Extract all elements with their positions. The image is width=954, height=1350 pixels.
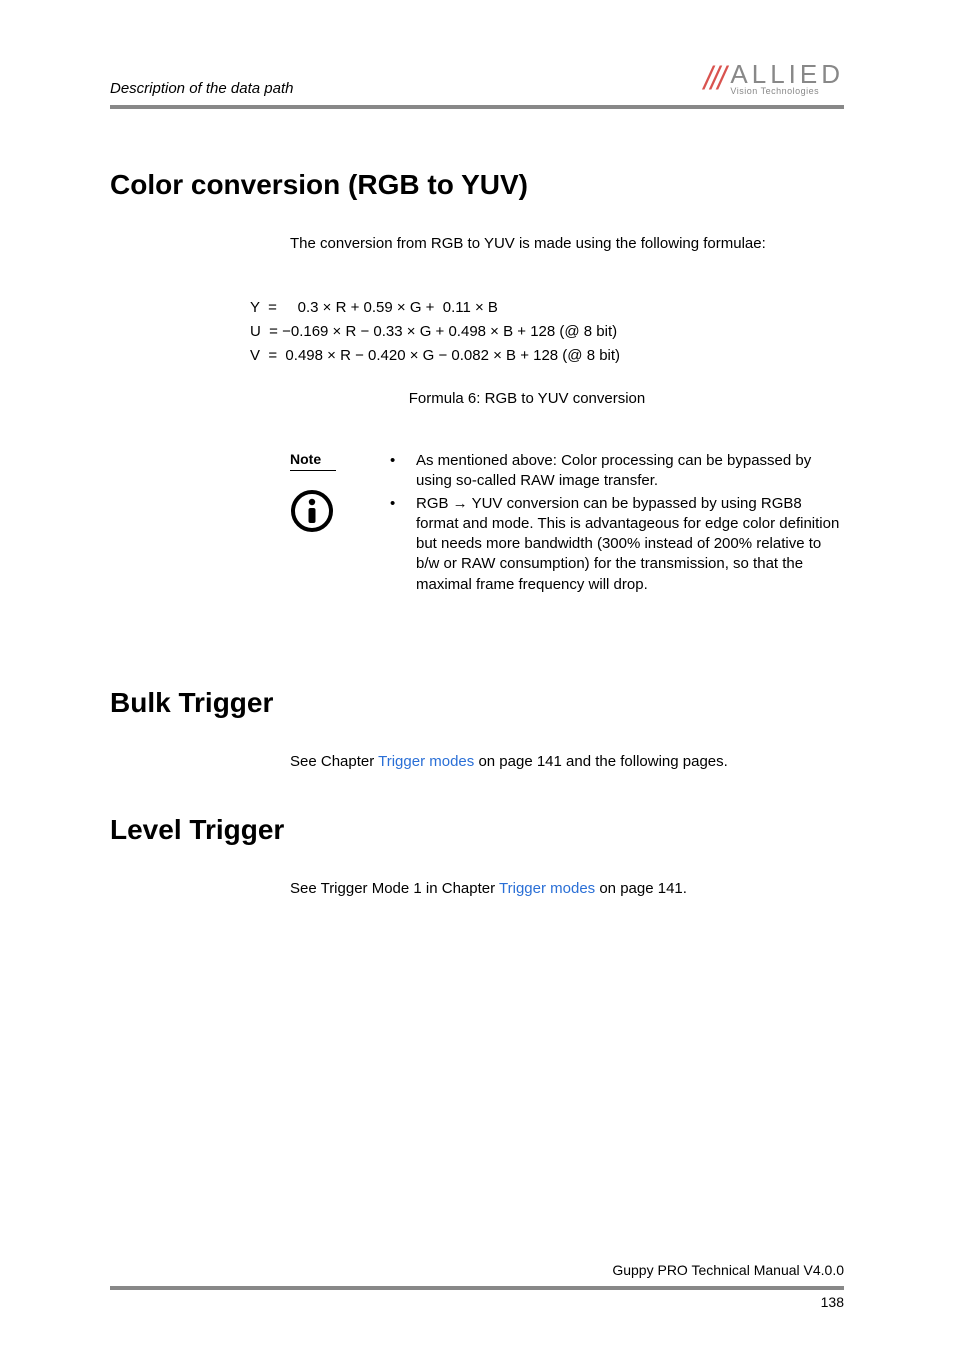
note-bullet-1: • As mentioned above: Color processing c… — [390, 451, 844, 492]
section-title: Description of the data path — [110, 80, 293, 97]
page-number: 138 — [110, 1294, 844, 1310]
header-rule — [110, 105, 844, 109]
formula-y: Y = 0.3 × R + 0.59 × G + 0.11 × B — [250, 296, 844, 320]
formula-block: Y = 0.3 × R + 0.59 × G + 0.11 × B U = −0… — [250, 296, 844, 368]
text-pre: See Trigger Mode 1 in Chapter — [290, 880, 499, 897]
formula-caption: Formula 6: RGB to YUV conversion — [210, 390, 844, 407]
bullet-text: RGB → YUV conversion can be bypassed by … — [416, 494, 844, 595]
heading-bulk-trigger: Bulk Trigger — [110, 687, 844, 719]
link-trigger-modes[interactable]: Trigger modes — [378, 753, 474, 770]
note-label: Note — [290, 451, 336, 471]
heading-color-conversion: Color conversion (RGB to YUV) — [110, 169, 844, 201]
page-footer: Guppy PRO Technical Manual V4.0.0 138 — [110, 1262, 844, 1310]
link-trigger-modes-2[interactable]: Trigger modes — [499, 880, 595, 897]
formula-v: V = 0.498 × R − 0.420 × G − 0.082 × B + … — [250, 344, 844, 368]
bulk-trigger-text: See Chapter Trigger modes on page 141 an… — [290, 753, 844, 770]
logo-slashes-icon: /// — [704, 60, 725, 97]
text-post: on page 141 and the following pages. — [474, 753, 728, 770]
page-header: Description of the data path /// ALLIED … — [110, 60, 844, 97]
formula-u: U = −0.169 × R − 0.33 × G + 0.498 × B + … — [250, 320, 844, 344]
level-trigger-text: See Trigger Mode 1 in Chapter Trigger mo… — [290, 880, 844, 897]
intro-text: The conversion from RGB to YUV is made u… — [290, 235, 844, 252]
logo-sub-text: Vision Technologies — [730, 87, 844, 96]
logo-brand-text: ALLIED — [730, 61, 844, 87]
text-pre: See Chapter — [290, 753, 378, 770]
bullet-text: As mentioned above: Color processing can… — [416, 451, 844, 492]
footer-rule — [110, 1286, 844, 1290]
text-post: on page 141. — [595, 880, 687, 897]
bullet-icon: • — [390, 494, 400, 595]
note-bullet-2: • RGB → YUV conversion can be bypassed b… — [390, 494, 844, 595]
footer-doc-title: Guppy PRO Technical Manual V4.0.0 — [110, 1262, 844, 1278]
info-icon — [290, 489, 334, 541]
brand-logo: /// ALLIED Vision Technologies — [704, 60, 844, 97]
note-bullets: • As mentioned above: Color processing c… — [390, 451, 844, 597]
bullet-icon: • — [390, 451, 400, 492]
note-section: Note • As mentioned above: Color process… — [290, 451, 844, 597]
heading-level-trigger: Level Trigger — [110, 814, 844, 846]
